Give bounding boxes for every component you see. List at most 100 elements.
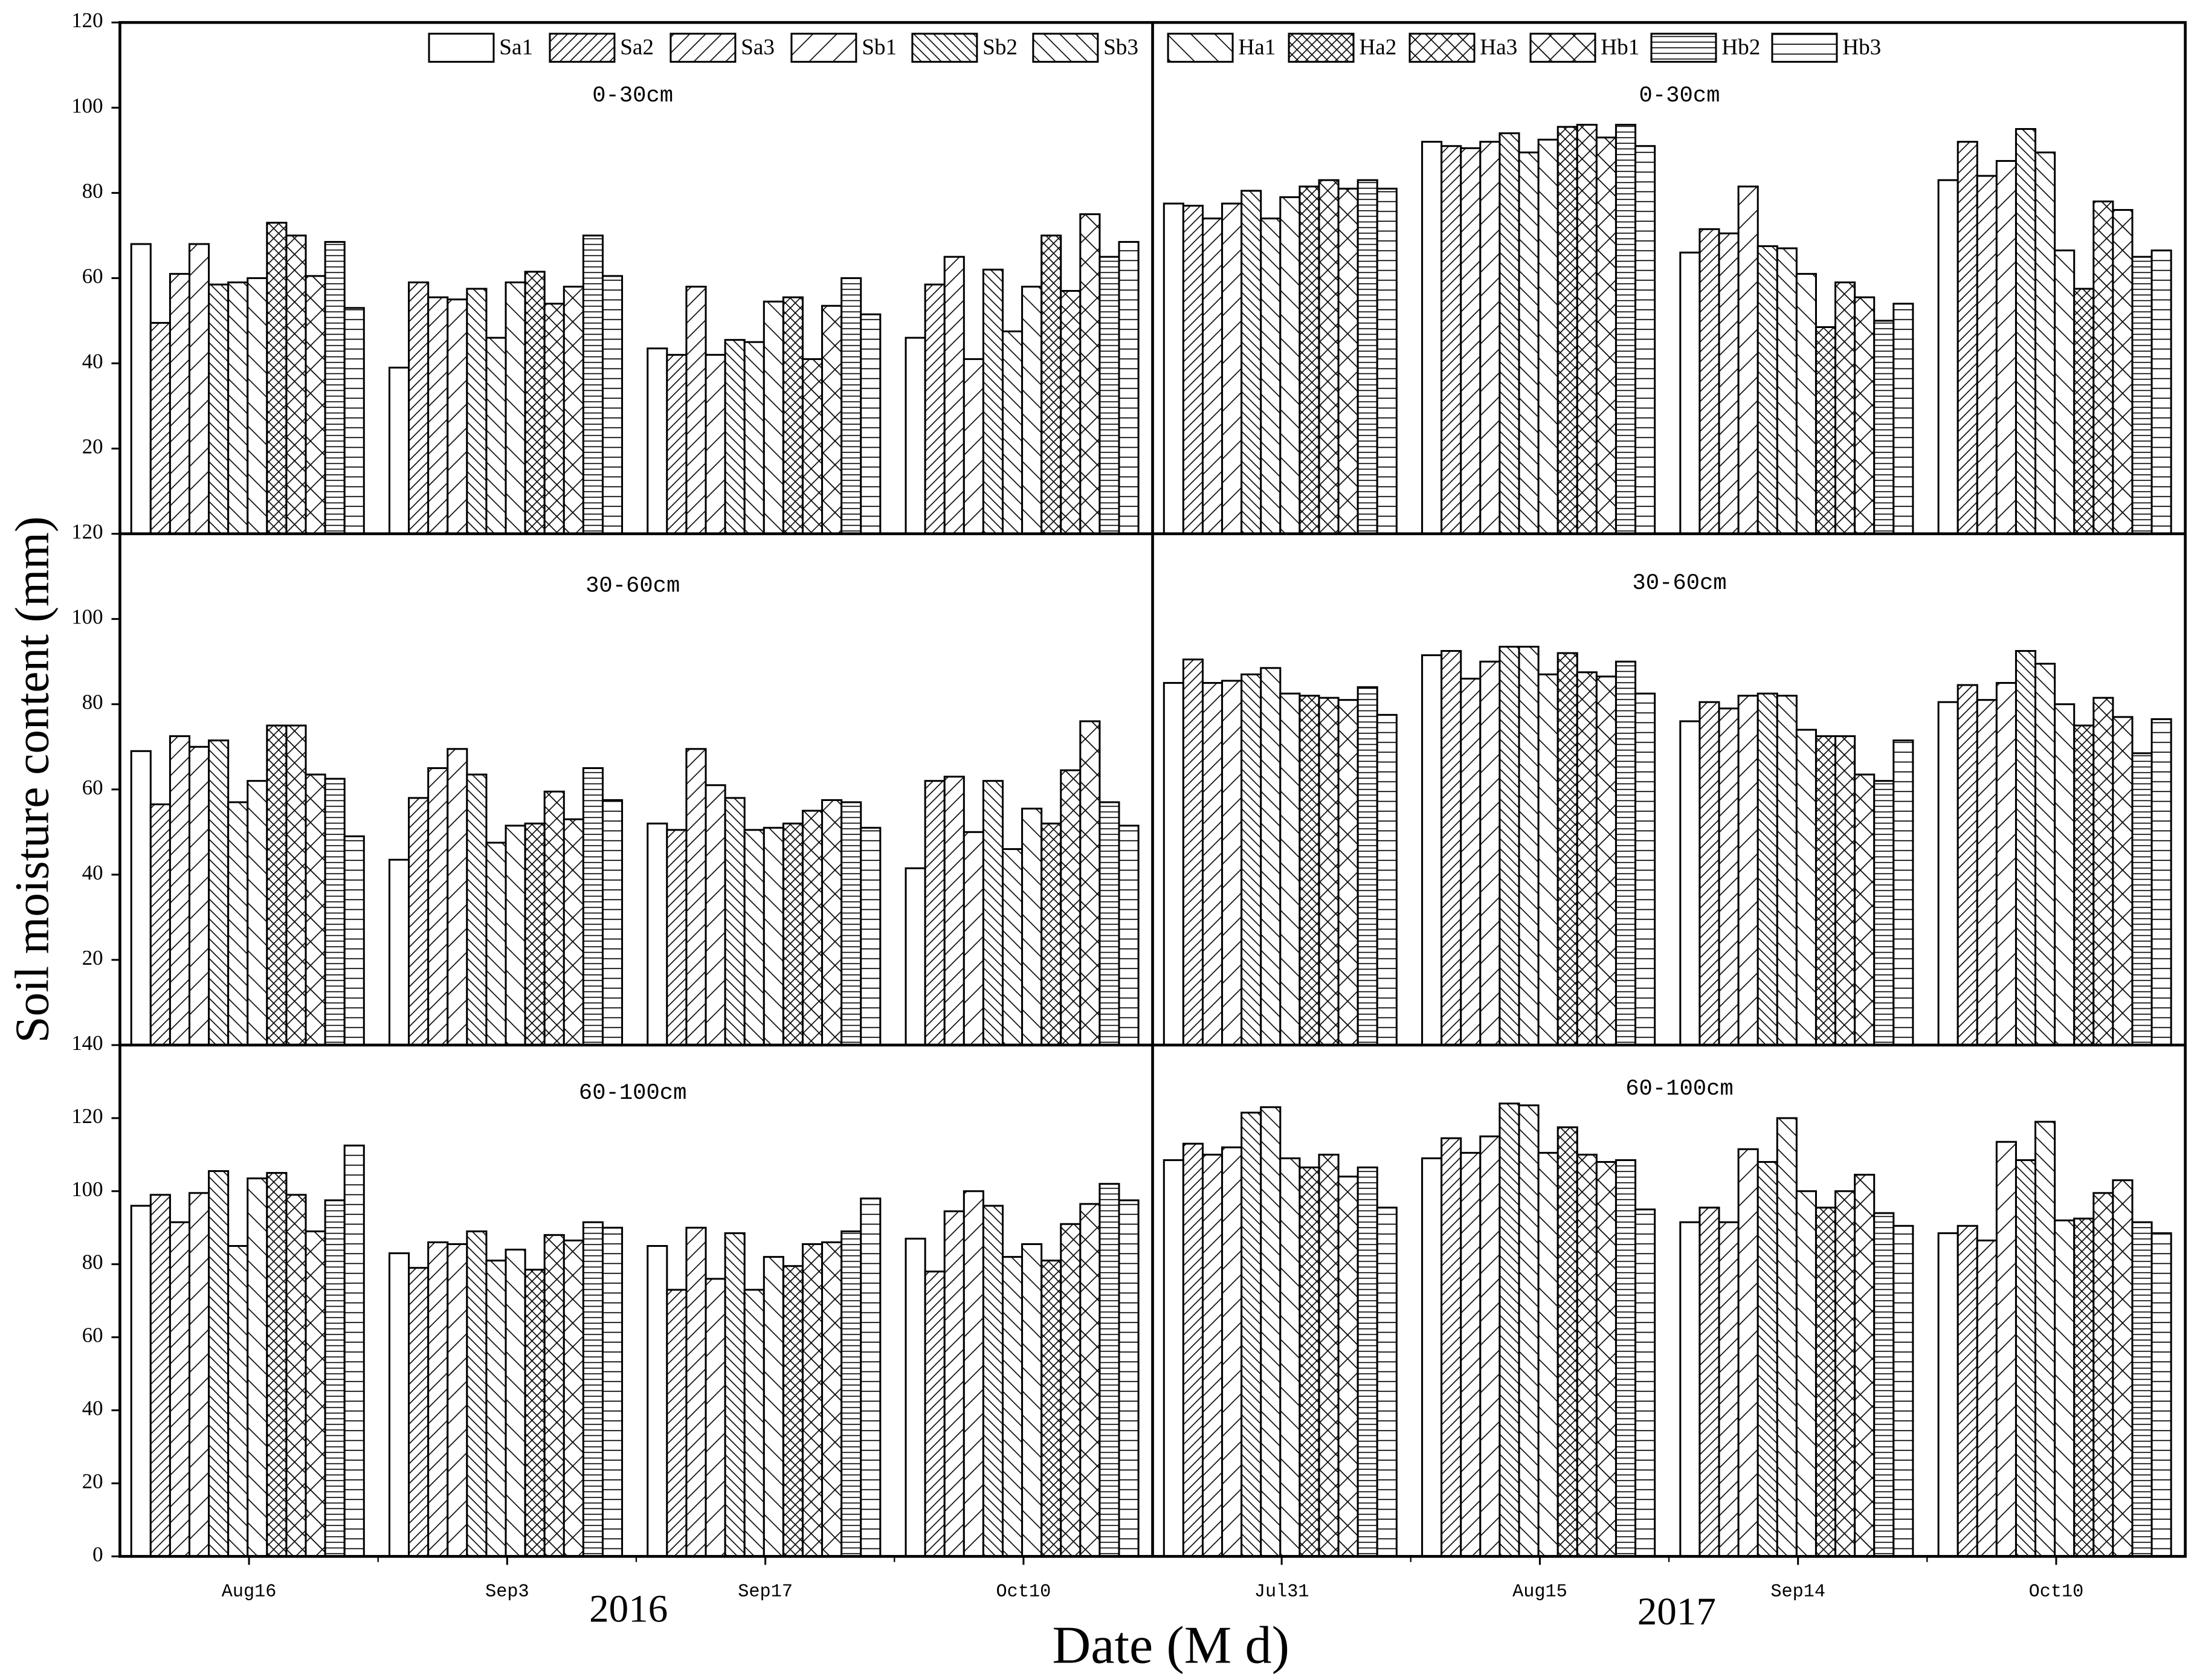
bar [2150, 1232, 2172, 1557]
bar [305, 275, 326, 535]
bar [447, 748, 468, 1046]
bar [840, 801, 862, 1046]
bar [1357, 179, 1378, 535]
bar [1537, 138, 1559, 535]
bar [169, 1221, 191, 1557]
bar [1615, 660, 1637, 1046]
y-tick-label: 60 [82, 1324, 103, 1347]
bar [1079, 720, 1101, 1046]
bar [1376, 187, 1398, 535]
bar [1479, 1135, 1501, 1557]
x-axis-label: Date (M d) [1053, 1615, 1290, 1675]
x-tick-label: Sep3 [485, 1582, 529, 1602]
bar [2112, 716, 2134, 1046]
bar [647, 822, 668, 1046]
bar [1421, 1157, 1443, 1557]
bar [821, 1241, 843, 1557]
bar [1421, 141, 1443, 535]
panel-title: 0-30cm [1639, 83, 1720, 109]
bar [247, 780, 268, 1046]
bar [1440, 145, 1462, 535]
bar [169, 735, 191, 1046]
bar [305, 1230, 326, 1557]
bar [427, 767, 449, 1046]
bar [1976, 699, 1998, 1046]
y-tick-label: 120 [71, 520, 103, 544]
bar [1299, 695, 1320, 1046]
bar [1757, 1160, 1778, 1557]
legend-swatch [790, 33, 857, 63]
bar [2054, 703, 2076, 1046]
bar [1221, 1146, 1243, 1557]
bar [801, 809, 824, 1046]
legend-label: Ha2 [1359, 35, 1396, 60]
y-tick-label: 40 [82, 1397, 103, 1420]
x-tick-label: Sep14 [1770, 1582, 1825, 1602]
legend-swatch [1032, 33, 1099, 63]
bar [1040, 822, 1062, 1046]
y-tick-label: 80 [82, 690, 103, 714]
bar [1854, 1174, 1876, 1557]
bar [1679, 251, 1701, 535]
bar [1201, 1153, 1224, 1557]
bar [1718, 1221, 1740, 1557]
bar [1079, 1203, 1101, 1557]
legend-swatch [1529, 33, 1596, 63]
bar [149, 321, 171, 535]
bar [1118, 825, 1140, 1046]
bar [905, 867, 926, 1046]
bar [1021, 808, 1043, 1046]
bar [647, 347, 668, 535]
bar [505, 825, 526, 1046]
bar [130, 243, 152, 535]
bar [705, 353, 726, 535]
legend-label: Sa2 [620, 35, 654, 60]
bar [427, 296, 449, 535]
bar [1421, 654, 1443, 1046]
bar [343, 1144, 365, 1557]
bar [685, 1226, 707, 1557]
bar [1699, 228, 1720, 535]
bar [1699, 1206, 1720, 1557]
bar [1060, 769, 1082, 1046]
bar [1079, 213, 1101, 535]
bar [2034, 1121, 2056, 1557]
legend-label: Sb2 [982, 35, 1018, 60]
bar [524, 271, 546, 535]
bar [285, 1194, 307, 1557]
bar [821, 799, 843, 1046]
bar [1163, 202, 1184, 535]
bar [466, 288, 488, 535]
bar [1815, 326, 1837, 535]
bar [801, 358, 824, 535]
bar [905, 1237, 926, 1557]
bar [743, 341, 765, 535]
bar [1615, 1159, 1637, 1557]
bar [1001, 330, 1024, 535]
bar [1118, 240, 1140, 535]
bar [388, 858, 410, 1046]
y-tick-label: 40 [82, 349, 103, 373]
bar [582, 1221, 604, 1557]
bar [1098, 801, 1120, 1046]
legend-swatch [1288, 33, 1355, 63]
bar [1240, 673, 1262, 1046]
bar [1595, 675, 1617, 1046]
bar [485, 336, 507, 535]
bar [2015, 650, 2037, 1046]
bar [188, 1192, 210, 1557]
bar [1854, 296, 1876, 535]
bar [388, 367, 410, 535]
bar [685, 748, 707, 1046]
bar [1440, 1137, 1462, 1557]
legend-label: Sb3 [1103, 35, 1138, 60]
bar [1834, 281, 1856, 535]
bar [860, 313, 882, 535]
bar [840, 1230, 862, 1557]
bar [1595, 1160, 1617, 1557]
y-tick-label: 80 [82, 179, 103, 202]
bar [1118, 1199, 1140, 1557]
bar [1460, 1151, 1482, 1557]
bar [1499, 645, 1520, 1046]
bar [743, 829, 765, 1046]
